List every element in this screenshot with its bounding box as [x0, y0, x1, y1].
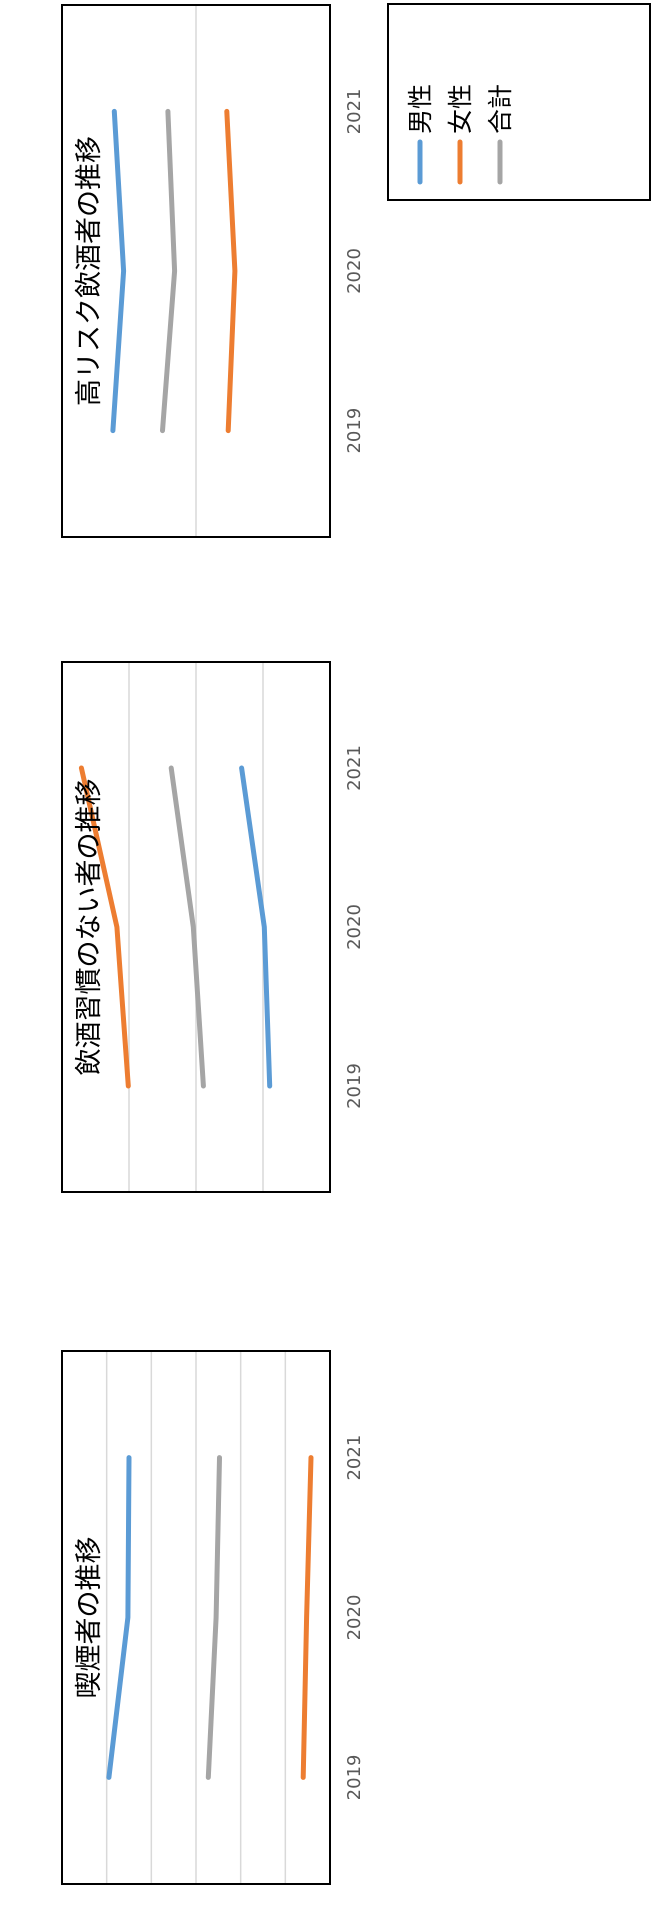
chart-title: 飲酒習慣のない者の推移: [74, 779, 105, 1076]
series-line-1: [110, 108, 127, 434]
x-tick-label: 2021: [344, 1435, 365, 1481]
legend: 男性 女性 合計: [387, 3, 651, 201]
x-tick-label: 2019: [344, 408, 365, 454]
series-line-1: [239, 765, 273, 1089]
legend-entry: 女性: [446, 84, 475, 134]
x-tick-label: 2021: [344, 745, 365, 791]
x-tick-label: 2020: [344, 1595, 365, 1641]
chart-2: 2019 2020 2021 飲酒習慣のない者の推移: [61, 661, 365, 1193]
x-tick-label: 2019: [344, 1754, 365, 1800]
legend-entry: 男性: [406, 84, 435, 134]
chart-title: 喫煙者の推移: [74, 1537, 105, 1699]
series-line-3: [205, 1455, 222, 1780]
legend-frame: [387, 3, 651, 201]
series-line-3: [168, 765, 206, 1089]
series-line-2: [224, 108, 238, 434]
chart-3: 2019 2020 2021 高リスク飲酒者の推移: [61, 4, 365, 538]
rotated-figure: 2019 2020 2021 喫煙者の推移 2019 2020 2021 飲酒習慣のない者の推…: [61, 3, 651, 1885]
plot-frame: [61, 661, 331, 1193]
plot-frame: [61, 1350, 331, 1885]
x-tick-label: 2020: [344, 248, 365, 294]
chart-title: 高リスク飲酒者の推移: [74, 136, 105, 406]
plot-frame: [61, 4, 331, 538]
legend-entry: 合計: [486, 84, 515, 134]
chart-1: 2019 2020 2021 喫煙者の推移: [61, 1350, 365, 1885]
x-tick-label: 2019: [344, 1063, 365, 1109]
series-line-3: [160, 108, 178, 434]
x-tick-label: 2020: [344, 904, 365, 950]
series-line-1: [106, 1455, 132, 1780]
x-tick-label: 2021: [344, 88, 365, 134]
series-line-2: [78, 765, 131, 1089]
series-line-2: [300, 1455, 314, 1780]
